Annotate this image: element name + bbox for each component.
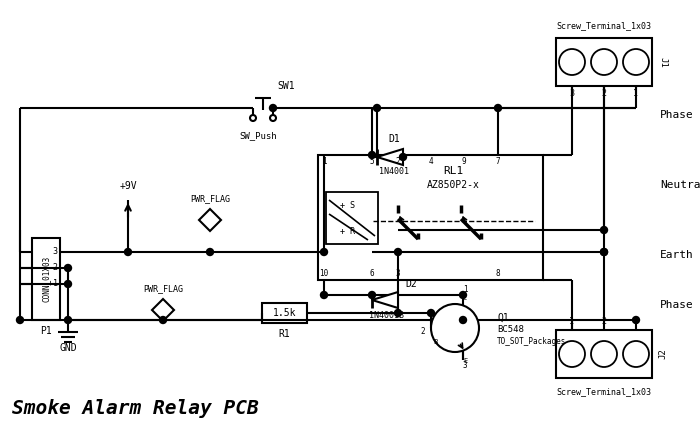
Text: 2: 2 (421, 328, 426, 337)
Text: BC548: BC548 (497, 325, 524, 334)
Circle shape (559, 49, 585, 75)
Text: 3: 3 (52, 248, 57, 256)
Text: J2: J2 (658, 348, 667, 360)
Text: 3: 3 (395, 270, 400, 279)
Text: + R: + R (340, 227, 355, 236)
Bar (32, 238, 60, 320)
Circle shape (125, 248, 132, 256)
Circle shape (591, 341, 617, 367)
Circle shape (17, 317, 24, 323)
Text: 3: 3 (634, 317, 638, 326)
Text: 2: 2 (601, 89, 606, 98)
Text: 5: 5 (370, 156, 374, 165)
Circle shape (601, 227, 608, 233)
Text: 2: 2 (395, 156, 400, 165)
Circle shape (64, 265, 71, 271)
Text: Phase: Phase (660, 110, 694, 120)
Text: 3: 3 (570, 89, 575, 98)
Text: 8: 8 (496, 270, 500, 279)
Circle shape (64, 317, 71, 323)
Text: SW1: SW1 (277, 81, 295, 91)
Text: E: E (463, 358, 467, 364)
Text: +9V: +9V (119, 181, 136, 191)
Text: 2: 2 (601, 317, 606, 326)
Text: P1: P1 (40, 326, 52, 336)
Text: D2: D2 (405, 279, 416, 289)
Circle shape (374, 104, 381, 112)
Circle shape (459, 317, 466, 323)
Text: + S: + S (340, 201, 355, 210)
Text: C: C (463, 295, 467, 301)
Text: 1N4001B: 1N4001B (370, 311, 405, 320)
Text: 1: 1 (634, 89, 638, 98)
Text: Phase: Phase (660, 300, 694, 310)
Text: 9: 9 (462, 156, 466, 165)
Circle shape (601, 248, 608, 256)
Text: GND: GND (60, 343, 77, 353)
Circle shape (395, 248, 402, 256)
Text: CONN_01X03: CONN_01X03 (41, 256, 50, 302)
Circle shape (559, 341, 585, 367)
Bar (326, 192, 378, 244)
Circle shape (321, 291, 328, 299)
Polygon shape (377, 149, 403, 165)
Circle shape (633, 317, 640, 323)
Text: 1: 1 (570, 317, 575, 326)
Circle shape (428, 310, 435, 317)
Text: J1: J1 (658, 57, 667, 67)
Circle shape (64, 280, 71, 288)
Text: R1: R1 (279, 329, 290, 339)
Text: Screw_Terminal_1x03: Screw_Terminal_1x03 (556, 388, 652, 397)
Text: 10: 10 (319, 270, 328, 279)
Text: 7: 7 (496, 156, 500, 165)
Circle shape (623, 49, 649, 75)
Circle shape (395, 310, 402, 317)
Circle shape (368, 291, 375, 299)
Text: TO_SOT_Packages: TO_SOT_Packages (497, 337, 566, 346)
Circle shape (431, 304, 479, 352)
Text: B: B (433, 339, 437, 345)
Polygon shape (372, 292, 398, 308)
Text: Screw_Terminal_1x03: Screw_Terminal_1x03 (556, 21, 652, 31)
Circle shape (160, 317, 167, 323)
Polygon shape (152, 299, 174, 321)
Text: 6: 6 (370, 270, 374, 279)
Text: SW_Push: SW_Push (239, 132, 276, 141)
Circle shape (459, 291, 466, 299)
Text: PWR_FLAG: PWR_FLAG (143, 285, 183, 294)
Circle shape (270, 104, 276, 112)
Text: 1: 1 (52, 279, 57, 288)
Text: D1: D1 (388, 134, 400, 144)
Text: 1.5k: 1.5k (273, 308, 296, 318)
Bar (262, 303, 307, 323)
Text: Earth: Earth (660, 250, 694, 260)
Circle shape (270, 115, 276, 121)
Text: 3: 3 (463, 362, 468, 371)
Circle shape (400, 153, 407, 161)
Circle shape (601, 248, 608, 256)
Text: Neutral: Neutral (660, 180, 700, 190)
Text: Q1: Q1 (497, 313, 509, 323)
Text: 1: 1 (463, 285, 468, 294)
Text: Smoke Alarm Relay PCB: Smoke Alarm Relay PCB (12, 398, 259, 417)
Text: 1: 1 (322, 156, 326, 165)
Bar (556, 38, 652, 86)
Polygon shape (199, 209, 221, 231)
Text: AZ850P2-x: AZ850P2-x (426, 180, 480, 190)
Circle shape (494, 104, 501, 112)
Text: 4: 4 (428, 156, 433, 165)
Text: 1N4001: 1N4001 (379, 167, 409, 176)
Circle shape (623, 341, 649, 367)
Bar (318, 155, 543, 280)
Circle shape (206, 248, 214, 256)
Text: PWR_FLAG: PWR_FLAG (190, 195, 230, 204)
Text: RL1: RL1 (443, 166, 463, 176)
Bar (556, 330, 652, 378)
Circle shape (321, 248, 328, 256)
Text: 2: 2 (52, 264, 57, 273)
Circle shape (591, 49, 617, 75)
Circle shape (368, 152, 375, 158)
Circle shape (250, 115, 256, 121)
